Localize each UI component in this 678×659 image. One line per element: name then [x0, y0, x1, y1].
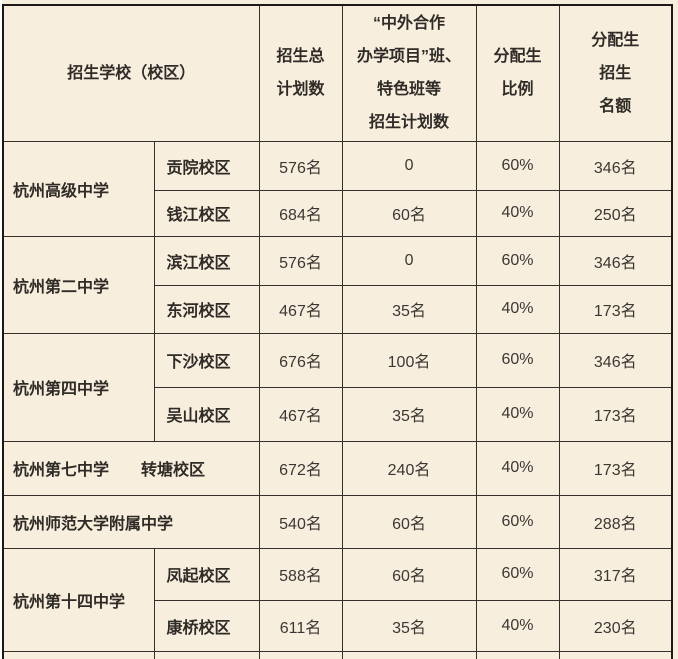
total-cell: 467名 [258, 386, 343, 442]
header-total-plan: 招生总 计划数 [258, 4, 343, 142]
school-cell: 杭州师范大学附属中学 [2, 494, 260, 549]
table-row: 杭州第十四中学 凤起校区 588名 60名 60% 317名 [2, 547, 673, 652]
quota-cell: 317名 [558, 547, 673, 601]
ratio-cell: 60% [475, 547, 560, 601]
header-ratio: 分配生 比例 [475, 4, 560, 142]
table-row: 杭州师范大学附属中学 540名 60名 60% 288名 [2, 494, 673, 549]
special-cell: 0 [341, 140, 477, 191]
special-cell: 240名 [341, 440, 477, 496]
ratio-cell: 60% [475, 494, 560, 549]
table-row-partial [2, 650, 673, 659]
campus-cell: 康桥校区 [153, 599, 260, 652]
quota-cell: 173名 [558, 284, 673, 334]
school-cell: 杭州第二中学 [2, 235, 155, 334]
quota-cell: 173名 [558, 386, 673, 442]
ratio-cell [475, 650, 560, 659]
total-cell: 676名 [258, 332, 343, 388]
school-cell: 杭州第四中学 [2, 332, 155, 442]
ratio-cell: 40% [475, 284, 560, 334]
table-row: 杭州高级中学 贡院校区 576名 0 60% 346名 [2, 140, 673, 237]
campus-cell: 凤起校区 [153, 547, 260, 601]
table-row: 康桥校区 611名 35名 40% 230名 [3, 599, 673, 652]
header-school: 招生学校（校区） [2, 4, 260, 142]
table-row: 杭州第四中学 下沙校区 676名 100名 60% 346名 [2, 332, 673, 442]
total-cell: 672名 [258, 440, 343, 496]
ratio-cell: 60% [475, 332, 560, 388]
total-cell: 576名 [258, 235, 343, 286]
table-row: 杭州第二中学 滨江校区 576名 0 60% 346名 [2, 235, 673, 334]
special-cell: 100名 [341, 332, 477, 388]
campus-cell: 滨江校区 [153, 235, 260, 286]
ratio-cell: 40% [475, 386, 560, 442]
total-cell [258, 650, 343, 659]
special-cell: 35名 [341, 599, 477, 652]
ratio-cell: 40% [475, 440, 560, 496]
total-cell: 611名 [258, 599, 343, 652]
campus-cell: 吴山校区 [153, 386, 260, 442]
campus-cell: 下沙校区 [153, 332, 260, 388]
campus-cell: 贡院校区 [153, 140, 260, 191]
special-cell: 60名 [341, 547, 477, 601]
school-cell: 杭州高级中学 [2, 140, 155, 237]
quota-cell: 250名 [558, 189, 673, 237]
ratio-cell: 40% [475, 599, 560, 652]
campus-cell [153, 650, 260, 659]
page-left-edge-strip [0, 0, 2, 659]
special-cell: 35名 [341, 386, 477, 442]
admission-plan-table: 招生学校（校区） 招生总 计划数 “中外合作 办学项目”班、 特色班等 招生计划… [2, 4, 674, 659]
total-cell: 684名 [258, 189, 343, 237]
special-cell: 60名 [341, 494, 477, 549]
ratio-cell: 60% [475, 140, 560, 191]
school-cell: 杭州第十四中学 [2, 547, 155, 652]
header-school-label: 招生学校（校区） [67, 64, 196, 82]
special-cell [341, 650, 477, 659]
table-row: 杭州第七中学 转塘校区 672名 240名 40% 173名 [2, 440, 673, 496]
total-cell: 576名 [258, 140, 343, 191]
campus-cell: 钱江校区 [153, 189, 260, 237]
table-row: 东河校区 467名 35名 40% 173名 [3, 284, 673, 334]
ratio-cell: 40% [475, 189, 560, 237]
school-cell: 杭州第七中学 转塘校区 [2, 440, 260, 496]
campus-cell: 东河校区 [153, 284, 260, 334]
special-cell: 35名 [341, 284, 477, 334]
quota-cell: 230名 [558, 599, 673, 652]
header-row: 招生学校（校区） 招生总 计划数 “中外合作 办学项目”班、 特色班等 招生计划… [2, 4, 673, 142]
quota-cell: 346名 [558, 140, 673, 191]
total-cell: 588名 [258, 547, 343, 601]
quota-cell: 288名 [558, 494, 673, 549]
school-cell [2, 650, 155, 659]
table-row: 吴山校区 467名 35名 40% 173名 [3, 386, 673, 442]
header-special-plan: “中外合作 办学项目”班、 特色班等 招生计划数 [341, 4, 477, 142]
special-cell: 60名 [341, 189, 477, 237]
quota-cell: 173名 [558, 440, 673, 496]
special-cell: 0 [341, 235, 477, 286]
total-cell: 467名 [258, 284, 343, 334]
header-quota: 分配生 招生 名额 [558, 4, 673, 142]
quota-cell: 346名 [558, 332, 673, 388]
quota-cell: 346名 [558, 235, 673, 286]
ratio-cell: 60% [475, 235, 560, 286]
table-row: 钱江校区 684名 60名 40% 250名 [3, 189, 673, 237]
total-cell: 540名 [258, 494, 343, 549]
quota-cell [558, 650, 673, 659]
